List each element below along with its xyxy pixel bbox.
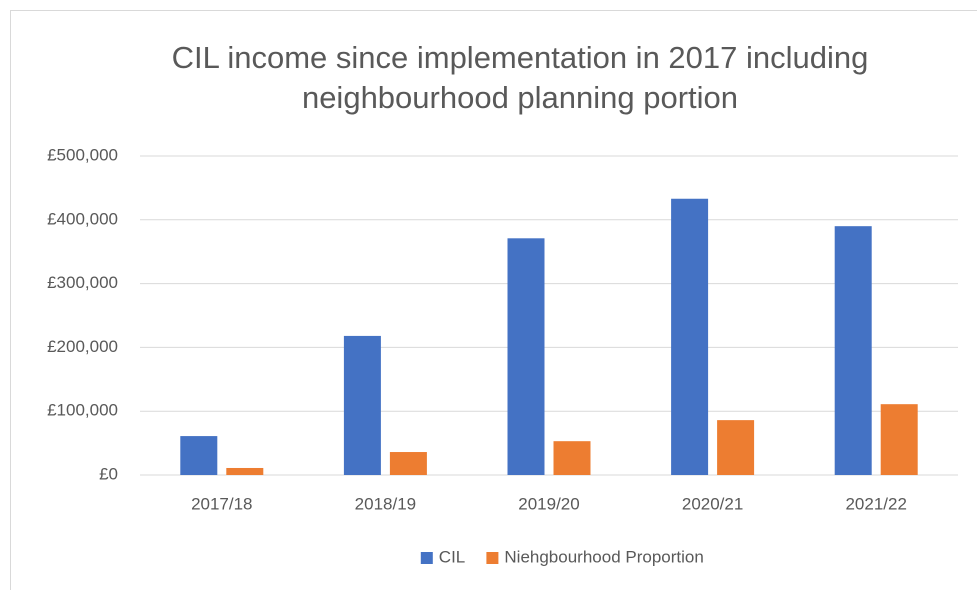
bar [343,335,381,475]
bar [507,238,545,475]
bar [180,436,218,475]
y-tick-label: £400,000 [47,209,118,228]
bar [834,226,872,475]
y-tick-label: £100,000 [47,401,118,420]
bar [389,452,427,475]
bar [717,420,755,475]
legend-swatch [420,552,433,564]
bar [880,404,918,475]
y-tick-label: £500,000 [47,145,118,164]
legend-swatch [486,552,499,564]
bar [671,198,709,475]
legend-label: Niehgbourhood Proportion [504,547,703,566]
x-tick-label: 2020/21 [682,494,743,513]
bar [226,467,264,475]
x-tick-label: 2021/22 [845,494,906,513]
chart-title: CIL income since implementation in 2017 … [171,40,869,115]
x-tick-label: 2018/19 [355,494,416,513]
y-tick-label: £200,000 [47,337,118,356]
chart-border [10,10,977,590]
y-tick-label: £300,000 [47,273,118,292]
x-tick-label: 2017/18 [191,494,252,513]
y-tick-label: £0 [99,464,118,483]
x-tick-label: 2019/20 [518,494,579,513]
legend-label: CIL [439,547,465,566]
bar [553,441,591,475]
